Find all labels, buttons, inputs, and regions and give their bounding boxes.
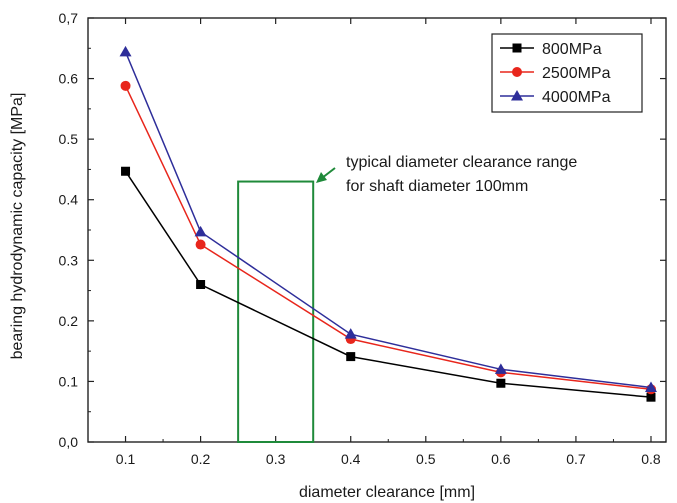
data-point — [344, 328, 357, 339]
x-tick-label: 0.1 — [116, 451, 136, 467]
data-point — [646, 392, 656, 402]
data-point — [194, 225, 207, 237]
y-axis-title: bearing hydrodynamic capacity [MPa] — [9, 93, 26, 360]
x-tick-label: 0.6 — [491, 451, 511, 467]
data-point — [494, 363, 507, 374]
y-tick-label: 0.5 — [59, 131, 79, 147]
annotation: typical diameter clearance range for shaf… — [237, 154, 577, 444]
legend-label: 2500MPa — [542, 65, 611, 82]
annotation-arrow-head — [316, 172, 327, 183]
x-axis-title: diameter clearance [mm] — [299, 484, 475, 501]
x-tick-label: 0.4 — [341, 451, 361, 467]
series-2500MPa — [120, 80, 656, 395]
x-tick-label: 0.2 — [191, 451, 211, 467]
x-tick-label: 0.5 — [416, 451, 436, 467]
y-tick-label: 0.3 — [59, 252, 79, 268]
legend-marker — [512, 67, 522, 77]
clearance-range-box — [237, 180, 315, 444]
data-point — [496, 378, 506, 388]
data-point — [121, 166, 131, 176]
y-tick-label: 0,7 — [59, 10, 79, 26]
annotation-text-line: typical diameter clearance range — [346, 154, 577, 171]
series-layer — [119, 45, 657, 402]
x-tick-label: 0.7 — [566, 451, 586, 467]
annotation-text-line: for shaft diameter 100mm — [346, 178, 528, 195]
legend-marker — [511, 90, 523, 101]
data-point — [119, 45, 132, 57]
legend-label: 4000MPa — [542, 89, 611, 106]
y-tick-label: 0,0 — [59, 434, 79, 450]
series-800MPa — [121, 166, 656, 402]
data-point — [196, 280, 206, 290]
data-point — [195, 239, 206, 250]
data-point — [644, 381, 657, 392]
y-tick-label: 0.4 — [59, 192, 79, 208]
y-tick-label: 0.2 — [59, 313, 79, 329]
y-tick-label: 0.6 — [59, 71, 79, 87]
ticks: 0.1 0.2 0.3 0.4 0.5 0.6 0.7 0.8 0,0 0.1 0.2 0.3 0.4 0… — [59, 10, 666, 467]
data-point — [346, 352, 356, 362]
data-point — [120, 80, 131, 91]
series-line — [124, 85, 652, 391]
x-tick-label: 0.8 — [641, 451, 661, 467]
legend-marker — [512, 43, 522, 53]
axis-titles: diameter clearance [mm] bearing hydrodyn… — [9, 93, 475, 501]
y-tick-label: 0.1 — [59, 373, 79, 389]
legend-label: 800MPa — [542, 41, 602, 58]
x-tick-label: 0.3 — [266, 451, 286, 467]
series-4000MPa — [119, 45, 657, 392]
legend: 800MPa 2500MPa 4000MPa — [491, 33, 643, 113]
